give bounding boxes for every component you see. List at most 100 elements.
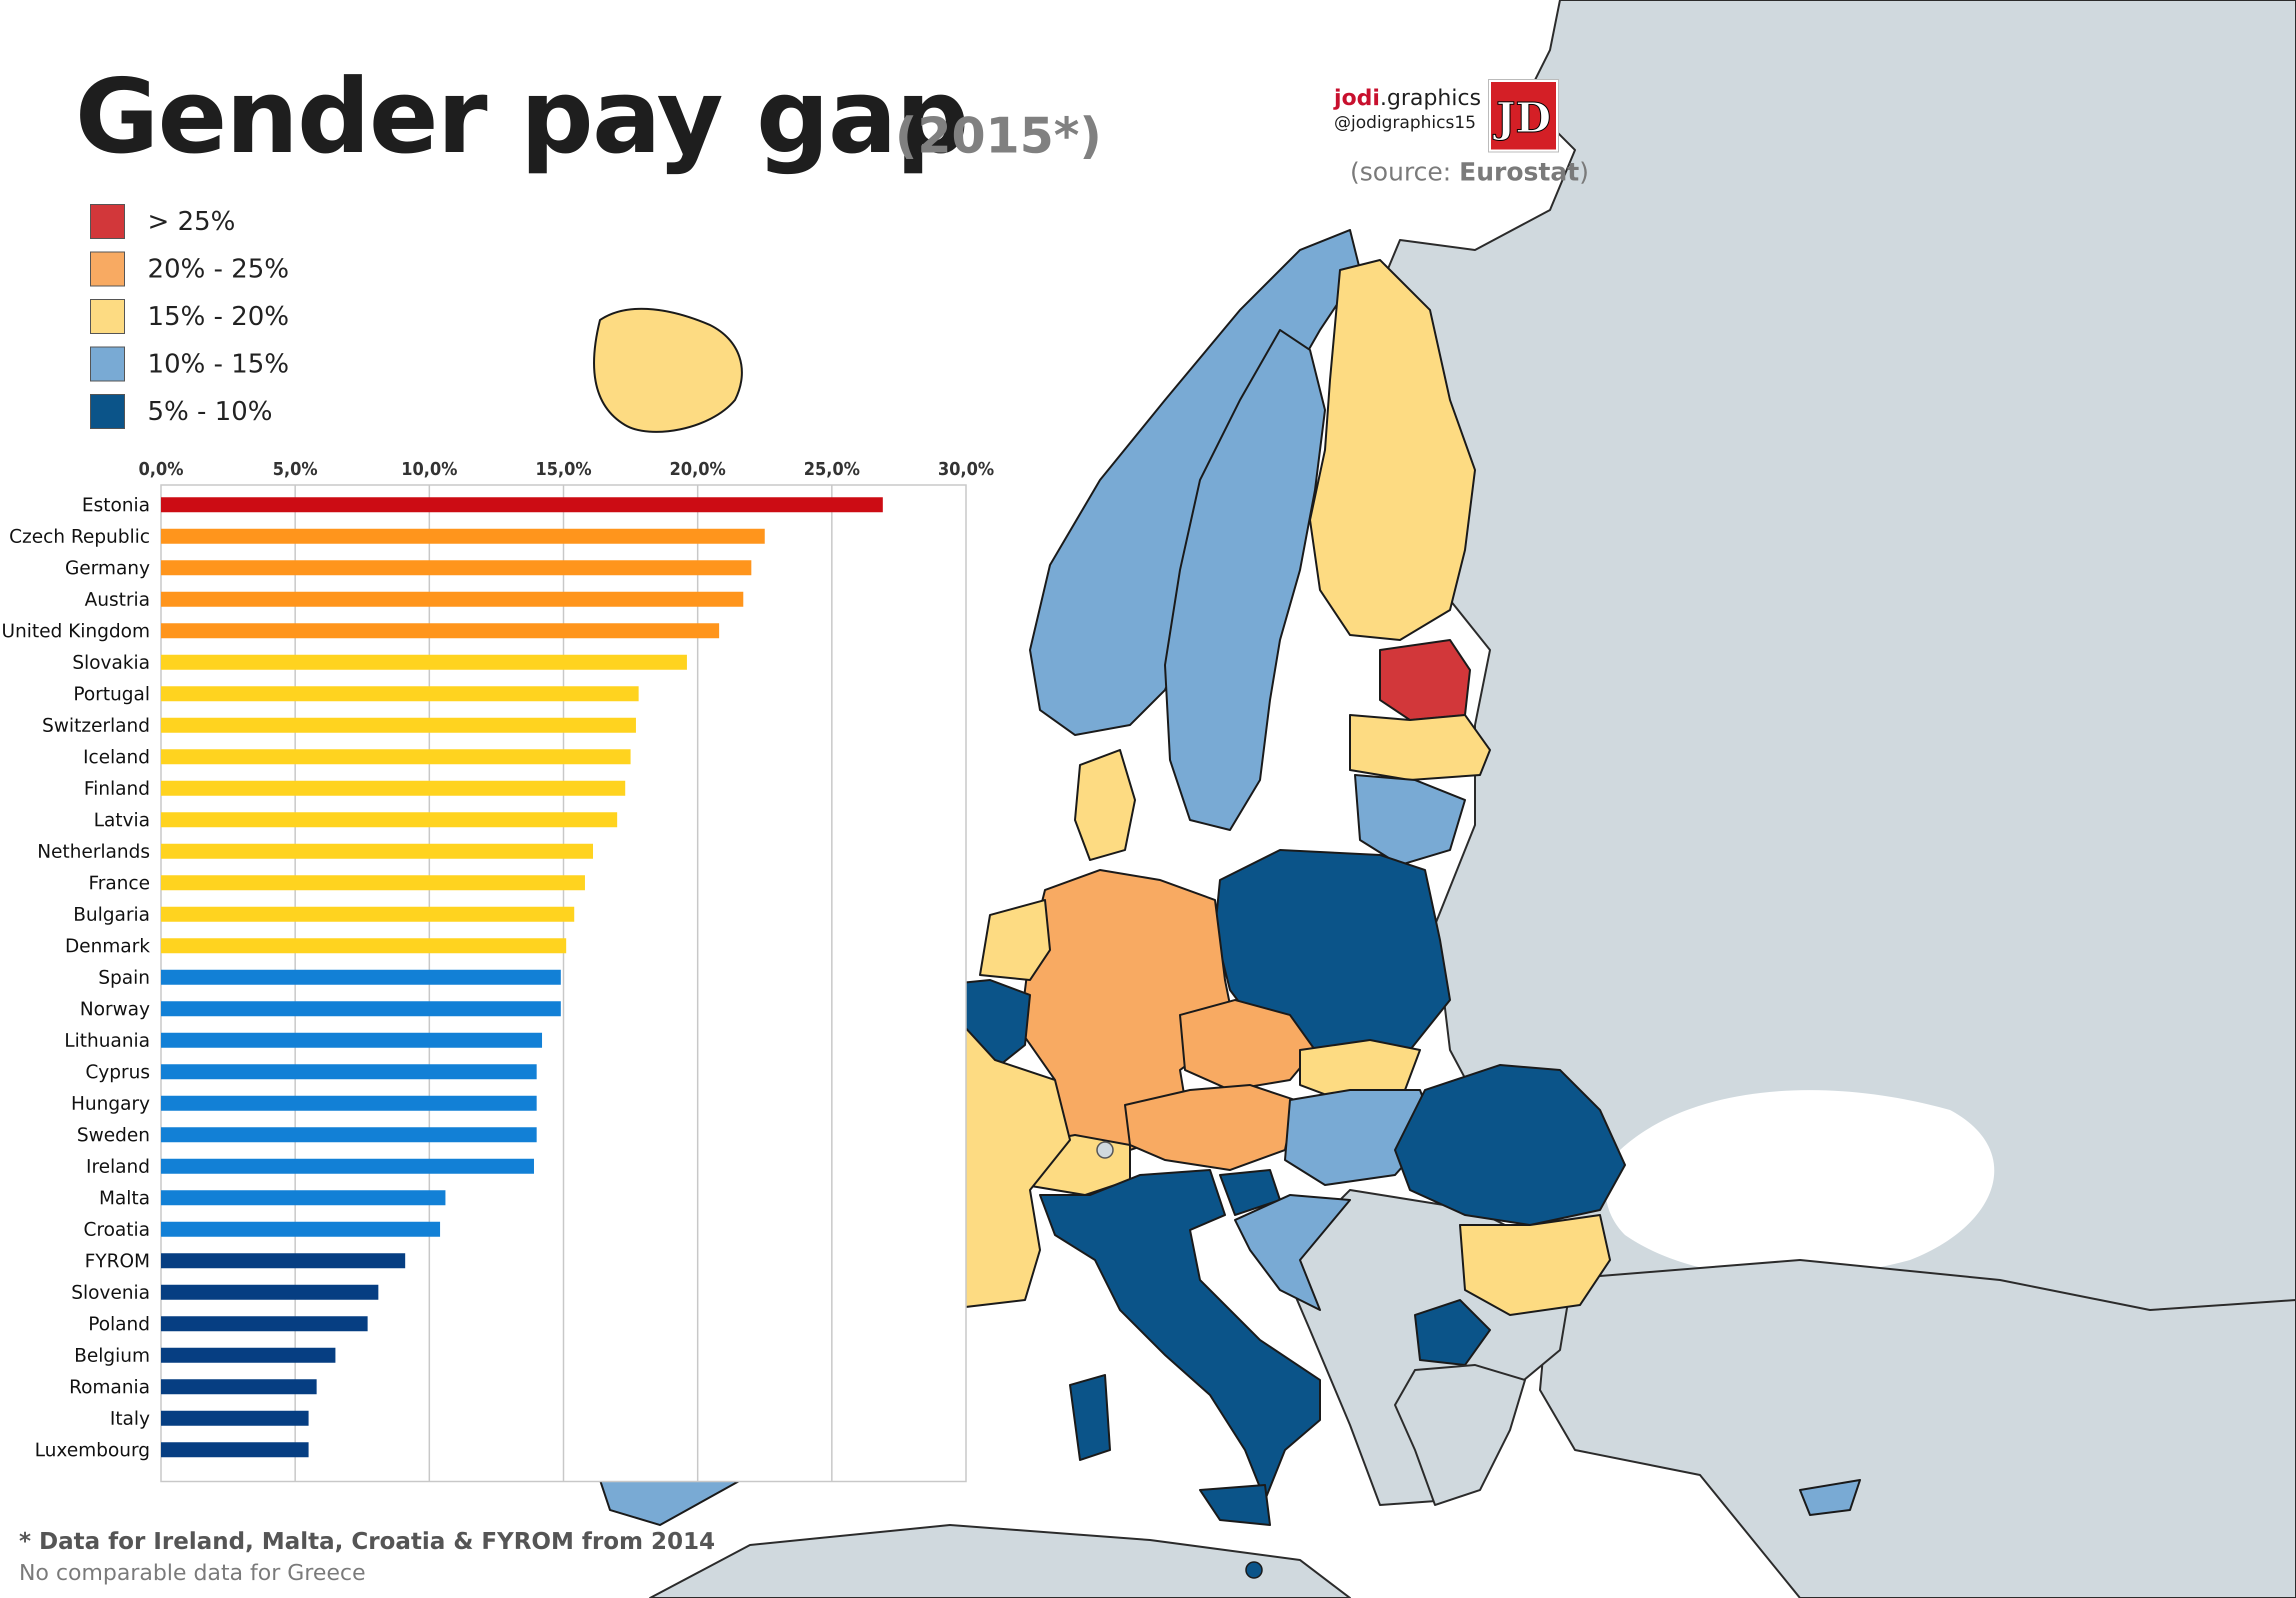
bar xyxy=(161,1158,534,1174)
legend-label: 15% - 20% xyxy=(148,301,289,332)
bar xyxy=(161,718,636,733)
brand-logo-icon: JD xyxy=(1489,80,1558,152)
bar xyxy=(161,1096,537,1111)
bar xyxy=(161,1001,561,1016)
category-label: Estonia xyxy=(82,494,150,516)
region-north-africa xyxy=(649,1524,1351,1598)
source-note: (source: Eurostat) xyxy=(1350,158,1589,186)
bar xyxy=(161,938,566,954)
bar xyxy=(161,1442,309,1458)
country-iceland xyxy=(593,308,743,433)
legend-label: 10% - 15% xyxy=(148,348,289,379)
region-turkey xyxy=(1539,1259,2296,1598)
legend-item: 15% - 20% xyxy=(90,292,289,340)
category-label: Austria xyxy=(84,589,150,610)
category-label: Slovakia xyxy=(72,652,150,674)
bar xyxy=(161,780,626,796)
category-label: France xyxy=(88,872,150,894)
legend-swatch xyxy=(90,251,125,286)
bar xyxy=(161,560,752,576)
island-sardinia xyxy=(1069,1374,1111,1461)
bar xyxy=(161,686,639,702)
bar xyxy=(161,1253,406,1268)
category-label: Italy xyxy=(110,1408,150,1430)
category-label: FYROM xyxy=(84,1250,150,1272)
country-malta xyxy=(1245,1561,1263,1579)
bar-chart: 0,0% 5,0% 10,0% 15,0% 20,0% 25,0% 30,0% Estonia… xyxy=(2,459,994,1482)
brand-name-rest: .graphics xyxy=(1380,85,1482,110)
bar xyxy=(161,592,744,607)
tick-label: 0,0% xyxy=(138,459,184,480)
category-label: Lithuania xyxy=(64,1030,150,1052)
bar xyxy=(161,1410,309,1426)
country-netherlands xyxy=(979,899,1051,981)
bar xyxy=(161,1127,537,1142)
country-bulgaria xyxy=(1459,1214,1611,1316)
bar xyxy=(161,812,618,828)
bar xyxy=(161,1379,317,1394)
category-label: Sweden xyxy=(77,1124,150,1146)
legend-item: 5% - 10% xyxy=(90,388,289,435)
tick-label: 15,0% xyxy=(536,459,592,480)
tick-label: 30,0% xyxy=(938,459,994,480)
category-label: Denmark xyxy=(65,936,150,957)
category-label: Finland xyxy=(84,778,150,800)
category-label: Bulgaria xyxy=(74,904,150,926)
bar xyxy=(161,1222,440,1237)
brand-block: jodi.graphics @jodigraphics15 xyxy=(1334,85,1481,132)
category-label: Cyprus xyxy=(86,1062,150,1083)
legend-label: 20% - 25% xyxy=(148,254,289,284)
category-label: Germany xyxy=(65,558,150,579)
bar xyxy=(161,1316,368,1332)
page-title: Gender pay gap xyxy=(75,58,969,176)
category-label: United Kingdom xyxy=(2,620,150,642)
island-sicily xyxy=(1199,1484,1271,1526)
footnote: * Data for Ireland, Malta, Croatia & FYR… xyxy=(19,1528,716,1554)
legend-label: > 25% xyxy=(148,206,236,236)
legend-item: > 25% xyxy=(90,198,289,245)
country-finland xyxy=(1309,259,1476,641)
bar xyxy=(161,875,585,890)
country-sweden xyxy=(1164,329,1326,831)
tick-label: 25,0% xyxy=(804,459,860,480)
category-label: Belgium xyxy=(74,1345,150,1366)
tick-label: 10,0% xyxy=(401,459,457,480)
legend-swatch xyxy=(90,346,125,382)
black-sea xyxy=(1606,1090,1994,1278)
legend-swatch xyxy=(90,394,125,429)
footnote-greece: No comparable data for Greece xyxy=(19,1560,366,1586)
country-italy xyxy=(1039,1169,1321,1501)
bar xyxy=(161,654,687,670)
category-label: Netherlands xyxy=(37,841,150,862)
source-name: Eurostat xyxy=(1459,158,1580,186)
category-label: Norway xyxy=(80,998,150,1020)
brand-name[interactable]: jodi.graphics xyxy=(1334,85,1481,110)
brand-name-bold: jodi xyxy=(1334,85,1380,110)
bar xyxy=(161,906,574,922)
country-romania xyxy=(1394,1064,1626,1226)
country-greece xyxy=(1394,1364,1526,1506)
bar xyxy=(161,1190,446,1206)
bar xyxy=(161,1284,378,1300)
category-label: Hungary xyxy=(71,1093,150,1114)
brand-logo-text: JD xyxy=(1493,94,1551,142)
legend-item: 20% - 25% xyxy=(90,245,289,292)
category-label: Portugal xyxy=(74,684,150,705)
source-suffix: ) xyxy=(1579,158,1589,186)
category-label: Malta xyxy=(99,1188,150,1209)
country-poland xyxy=(1214,849,1451,1051)
marker-monaco xyxy=(1096,1141,1114,1159)
title-year: (2015*) xyxy=(895,108,1102,164)
country-fyrom xyxy=(1414,1299,1491,1366)
legend-label: 5% - 10% xyxy=(148,396,272,426)
legend-swatch xyxy=(90,204,125,239)
country-croatia xyxy=(1234,1194,1351,1311)
category-label: Poland xyxy=(88,1314,150,1335)
bar xyxy=(161,528,765,544)
country-lithuania xyxy=(1354,774,1466,866)
category-label: Romania xyxy=(69,1376,150,1398)
bar xyxy=(161,497,883,512)
legend: > 25% 20% - 25% 15% - 20% 10% - 15% 5% -… xyxy=(90,198,289,435)
brand-handle[interactable]: @jodigraphics15 xyxy=(1334,112,1476,132)
tick-label: 5,0% xyxy=(272,459,318,480)
